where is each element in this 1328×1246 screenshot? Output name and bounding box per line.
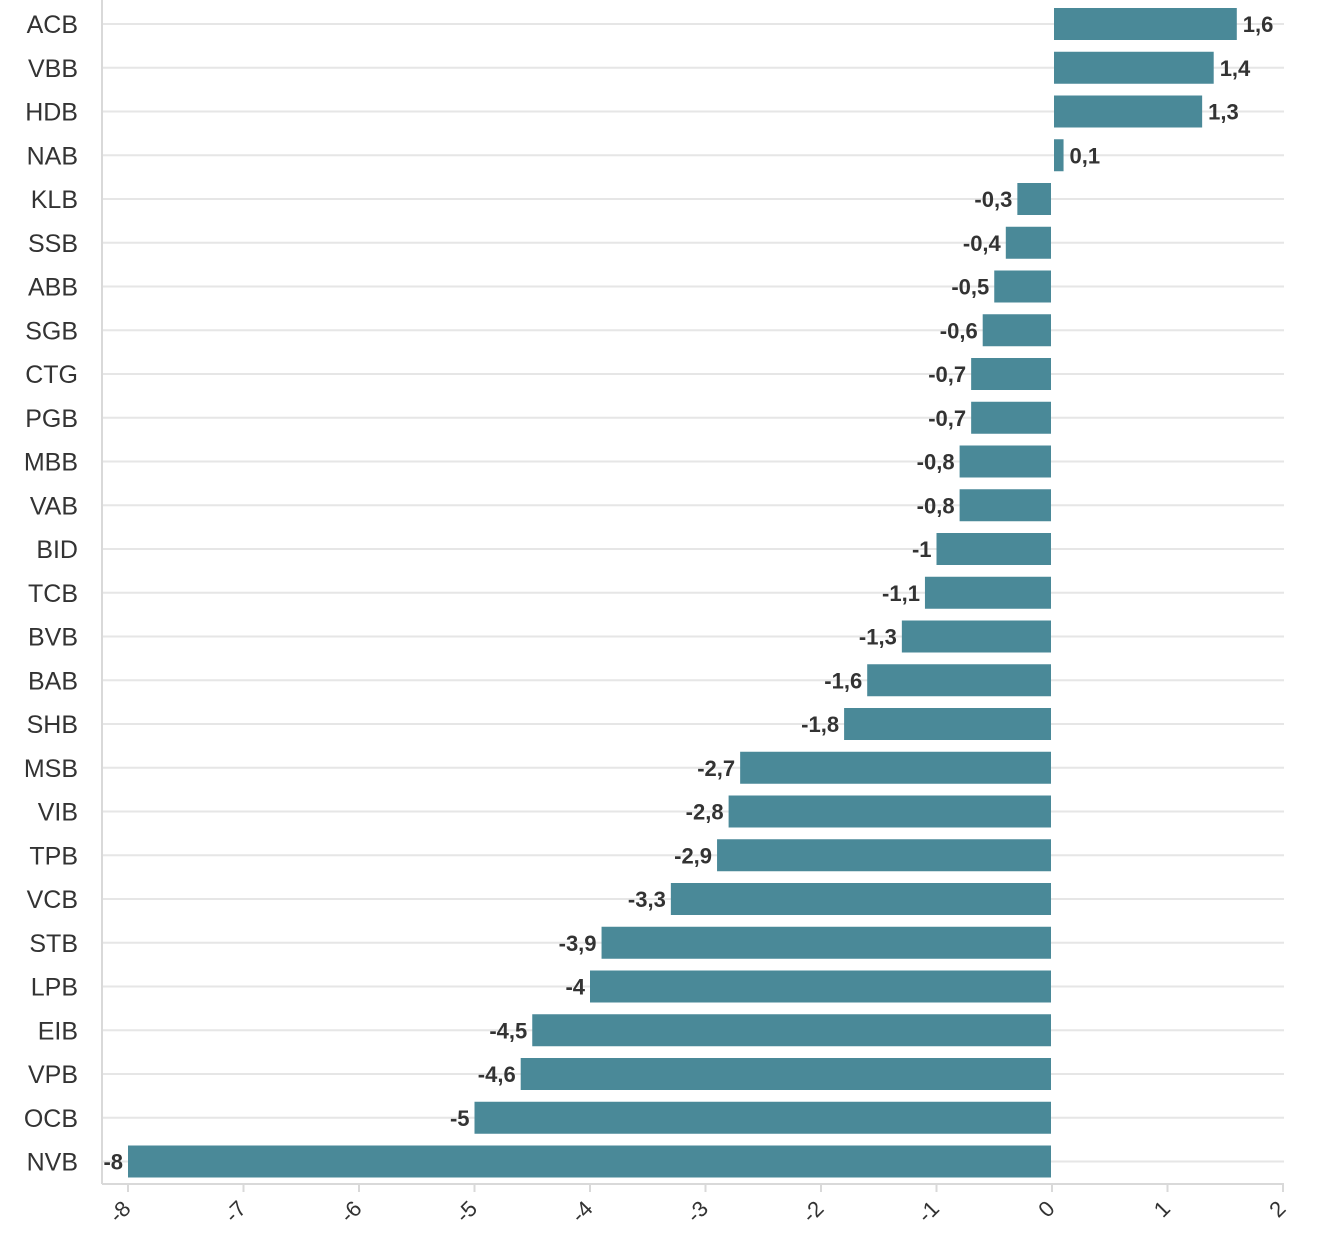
category-label: EIB bbox=[38, 1017, 78, 1045]
value-label: -0,6 bbox=[940, 318, 978, 343]
value-label: -0,7 bbox=[928, 362, 966, 387]
category-label: HDB bbox=[25, 99, 78, 127]
category-label: OCB bbox=[24, 1105, 78, 1133]
bar-klb bbox=[1017, 183, 1051, 215]
category-label: PGB bbox=[25, 405, 78, 433]
category-label: SHB bbox=[27, 711, 78, 739]
x-tick-label: 0 bbox=[1033, 1196, 1059, 1222]
bar-abb bbox=[994, 270, 1051, 303]
bar-acb bbox=[1054, 8, 1237, 40]
value-label: 1,3 bbox=[1208, 100, 1239, 125]
category-label: MBB bbox=[24, 449, 78, 477]
bar-stb bbox=[601, 926, 1051, 959]
x-tick-label: 2 bbox=[1264, 1196, 1290, 1222]
bar-tpb bbox=[717, 839, 1051, 872]
value-label: 0,1 bbox=[1070, 143, 1101, 168]
category-label: TCB bbox=[28, 580, 78, 608]
value-label: -3,9 bbox=[559, 931, 597, 956]
value-label: -2,8 bbox=[686, 800, 724, 825]
value-label: -1,1 bbox=[882, 581, 920, 606]
category-label: CTG bbox=[25, 361, 78, 389]
x-tick-label: -1 bbox=[913, 1196, 945, 1228]
category-label: VCB bbox=[27, 886, 78, 914]
x-tick-label: -8 bbox=[104, 1196, 136, 1228]
bar-pgb bbox=[971, 401, 1051, 434]
x-tick-label: -6 bbox=[335, 1196, 367, 1228]
labels-layer: ACB 1,6 VBB 1,4 HDB 1,3 NAB 0,1 KLB -0,3 SSB -0,4 AB… bbox=[24, 11, 1274, 1177]
category-label: BID bbox=[36, 536, 78, 564]
category-label: VPB bbox=[28, 1061, 78, 1089]
bar-vab bbox=[959, 489, 1051, 522]
bar-shb bbox=[844, 708, 1051, 740]
x-tick-label: -7 bbox=[220, 1196, 252, 1228]
value-label: -8 bbox=[103, 1150, 123, 1175]
value-label: -0,5 bbox=[951, 275, 989, 300]
category-label: VIB bbox=[38, 799, 78, 827]
category-label: SGB bbox=[25, 317, 78, 345]
bar-sgb bbox=[982, 314, 1051, 347]
x-tick-label: -4 bbox=[566, 1196, 598, 1228]
bar-bid bbox=[936, 533, 1051, 565]
x-tick-label: -3 bbox=[682, 1196, 714, 1228]
category-label: VAB bbox=[30, 492, 78, 520]
category-label: NAB bbox=[27, 142, 78, 170]
bar-nvb bbox=[128, 1145, 1051, 1178]
category-label: LPB bbox=[31, 974, 78, 1002]
value-label: -0,8 bbox=[917, 450, 955, 475]
value-label: -0,4 bbox=[963, 231, 1002, 256]
bar-mbb bbox=[959, 445, 1051, 478]
category-label: MSB bbox=[24, 755, 78, 783]
bar-hdb bbox=[1054, 95, 1203, 128]
value-label: 1,6 bbox=[1243, 12, 1274, 37]
value-label: -4 bbox=[565, 975, 585, 1000]
bar-ssb bbox=[1005, 226, 1051, 259]
x-tick-label: 1 bbox=[1149, 1196, 1175, 1222]
category-label: VBB bbox=[28, 55, 78, 83]
bar-eib bbox=[532, 1014, 1051, 1047]
x-tick-label: -2 bbox=[797, 1196, 829, 1228]
value-label: -2,9 bbox=[674, 843, 712, 868]
bar-bab bbox=[867, 664, 1051, 697]
category-label: ABB bbox=[28, 274, 78, 302]
bars-layer bbox=[128, 8, 1237, 1178]
value-label: 1,4 bbox=[1220, 56, 1251, 81]
bar-vib bbox=[728, 795, 1051, 828]
category-label: STB bbox=[29, 930, 78, 958]
x-tick-label: -5 bbox=[451, 1196, 483, 1228]
value-label: -5 bbox=[450, 1106, 470, 1131]
category-label: SSB bbox=[28, 230, 78, 258]
bar-vcb bbox=[670, 883, 1051, 915]
bar-nab bbox=[1054, 139, 1064, 172]
value-label: -0,7 bbox=[928, 406, 966, 431]
category-label: NVB bbox=[27, 1149, 78, 1177]
category-label: TPB bbox=[29, 842, 78, 870]
bar-bvb bbox=[901, 620, 1051, 653]
value-label: -0,3 bbox=[974, 187, 1012, 212]
value-label: -1,8 bbox=[801, 712, 839, 737]
bar-ocb bbox=[474, 1101, 1051, 1134]
bar-vpb bbox=[520, 1058, 1051, 1090]
value-label: -1 bbox=[912, 537, 932, 562]
category-label: ACB bbox=[27, 11, 78, 39]
bar-tcb bbox=[924, 576, 1051, 609]
bar-lpb bbox=[590, 970, 1051, 1003]
category-label: KLB bbox=[31, 186, 78, 214]
value-label: -4,5 bbox=[489, 1018, 527, 1043]
value-label: -1,6 bbox=[824, 668, 862, 693]
value-label: -4,6 bbox=[478, 1062, 516, 1087]
bar-ctg bbox=[971, 358, 1051, 390]
category-label: BAB bbox=[28, 667, 78, 695]
bar-vbb bbox=[1054, 51, 1214, 84]
bar-msb bbox=[740, 751, 1051, 784]
value-label: -0,8 bbox=[917, 493, 955, 518]
value-label: -1,3 bbox=[859, 625, 897, 650]
value-label: -2,7 bbox=[697, 756, 735, 781]
value-label: -3,3 bbox=[628, 887, 666, 912]
category-label: BVB bbox=[28, 624, 78, 652]
